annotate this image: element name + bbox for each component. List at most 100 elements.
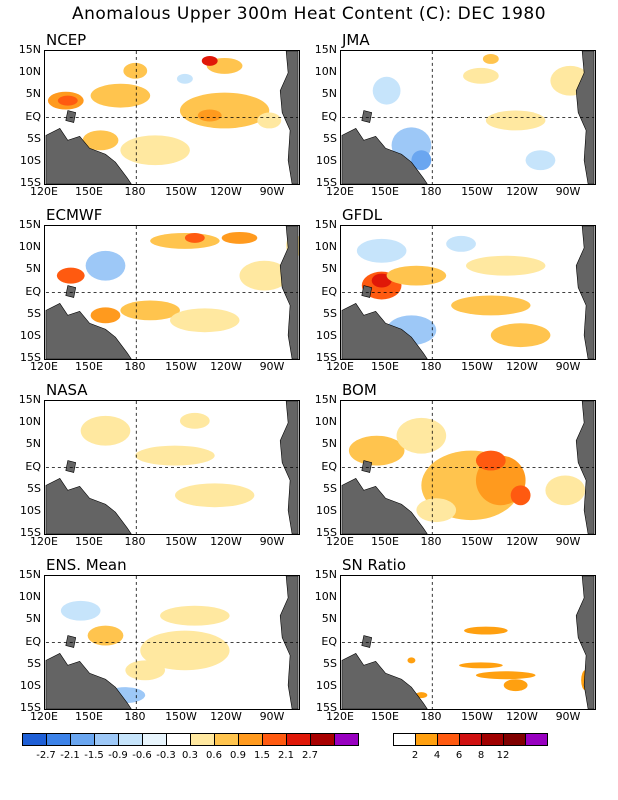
lon-tick-label: 120E — [30, 535, 58, 548]
contour-shading — [57, 95, 78, 106]
lat-tick-label: EQ — [321, 459, 337, 473]
lat-tick-label: 15N — [18, 393, 41, 406]
lat-tick-label: EQ — [25, 284, 41, 298]
lon-tick-label: 120E — [30, 360, 58, 373]
lat-tick-label: 5S — [323, 481, 337, 495]
lon-tick-label: 150E — [371, 535, 399, 548]
lat-tick-label: 5S — [27, 306, 41, 320]
colorbar-swatch — [393, 733, 416, 746]
colorbar-swatch — [238, 733, 263, 746]
colorbar-swatch — [310, 733, 335, 746]
lat-tick-label: EQ — [321, 109, 337, 123]
colorbar-label: 12 — [496, 750, 510, 761]
lon-tick-label: 120E — [326, 710, 354, 723]
map-panel — [44, 225, 300, 360]
land-americas — [279, 576, 299, 709]
lon-tick-label: 150W — [165, 185, 197, 198]
lat-tick-label: 15N — [18, 43, 41, 56]
lat-tick-label: 5S — [27, 131, 41, 145]
lon-tick-label: 150E — [371, 185, 399, 198]
lon-tick-label: 150W — [461, 360, 493, 373]
colorbar-label: 2.7 — [302, 750, 318, 761]
contour-shading — [475, 450, 506, 471]
contour-shading — [160, 605, 230, 626]
contour-shading — [407, 657, 416, 664]
lat-tick-label: 15S — [316, 701, 337, 714]
lon-tick-label: 180 — [420, 360, 442, 373]
colorbar-swatch — [286, 733, 311, 746]
lon-tick-label: 150W — [165, 535, 197, 548]
lat-tick-label: 5S — [323, 306, 337, 320]
lon-tick-label: 120W — [210, 710, 242, 723]
colorbar-swatch — [118, 733, 143, 746]
land-western-pacific — [341, 635, 428, 709]
colorbar-swatch — [481, 733, 504, 746]
lon-tick-label: 120W — [210, 535, 242, 548]
lat-tick-label: 15N — [18, 218, 41, 231]
map-panel — [44, 50, 300, 185]
lon-tick-label: 150W — [165, 360, 197, 373]
land-americas — [575, 226, 595, 359]
lat-tick-label: EQ — [321, 634, 337, 648]
lon-tick-label: 120W — [506, 360, 538, 373]
contour-shading — [348, 435, 405, 466]
lat-tick-label: EQ — [25, 459, 41, 473]
colorbar-label: 8 — [477, 750, 485, 761]
contour-shading — [503, 679, 528, 692]
contour-shading — [386, 265, 447, 286]
contour-shading — [463, 67, 499, 84]
lon-tick-label: 180 — [124, 710, 146, 723]
contour-shading — [475, 671, 536, 680]
land-americas — [279, 51, 299, 184]
lat-tick-label: 15S — [316, 176, 337, 189]
lat-tick-label: 15N — [18, 568, 41, 581]
colorbar-swatch — [94, 733, 119, 746]
panel-title: ENS. Mean — [46, 556, 127, 574]
contour-shading — [125, 660, 166, 681]
contour-shading — [257, 112, 282, 129]
map-panel — [44, 400, 300, 535]
colorbar-swatch — [70, 733, 95, 746]
contour-shading — [239, 260, 290, 291]
lat-tick-label: 10S — [20, 503, 41, 517]
colorbar-label: -2.1 — [60, 750, 80, 761]
lon-tick-label: 150W — [461, 185, 493, 198]
map-panel — [340, 400, 596, 535]
contour-shading — [416, 498, 457, 523]
lat-tick-label: 10N — [18, 65, 41, 79]
colorbar-label: -2.7 — [36, 750, 56, 761]
panel-title: JMA — [342, 31, 370, 49]
colorbar-swatch — [525, 733, 548, 746]
lon-tick-label: 150E — [371, 710, 399, 723]
lat-tick-label: 10N — [314, 240, 337, 254]
map-panel — [44, 575, 300, 710]
panel-title: GFDL — [342, 206, 383, 224]
contour-shading — [490, 323, 551, 348]
contour-shading — [197, 109, 222, 122]
lon-tick-label: 150W — [165, 710, 197, 723]
contour-shading — [221, 231, 258, 244]
lat-tick-label: 10N — [314, 415, 337, 429]
colorbar-label: 6 — [455, 750, 463, 761]
contour-shading — [510, 485, 531, 506]
lon-tick-label: 120W — [506, 710, 538, 723]
map-panel — [340, 575, 596, 710]
panel-title: NCEP — [46, 31, 87, 49]
lat-tick-label: 5N — [321, 437, 337, 451]
lat-tick-label: 5N — [25, 437, 41, 451]
lon-tick-label: 120E — [326, 535, 354, 548]
contour-shading — [525, 150, 556, 171]
colorbar-swatch — [142, 733, 167, 746]
contour-shading — [150, 232, 220, 249]
lat-tick-label: 5S — [27, 656, 41, 670]
lat-tick-label: 10S — [20, 678, 41, 692]
lat-tick-label: 15S — [316, 526, 337, 539]
contour-shading — [464, 626, 508, 635]
contour-shading — [459, 662, 503, 669]
contour-shading — [372, 76, 401, 105]
contour-shading — [466, 255, 546, 276]
lon-tick-label: 150W — [461, 710, 493, 723]
contour-shading — [451, 295, 531, 316]
contour-shading — [60, 600, 101, 621]
lat-tick-label: 5N — [25, 262, 41, 276]
